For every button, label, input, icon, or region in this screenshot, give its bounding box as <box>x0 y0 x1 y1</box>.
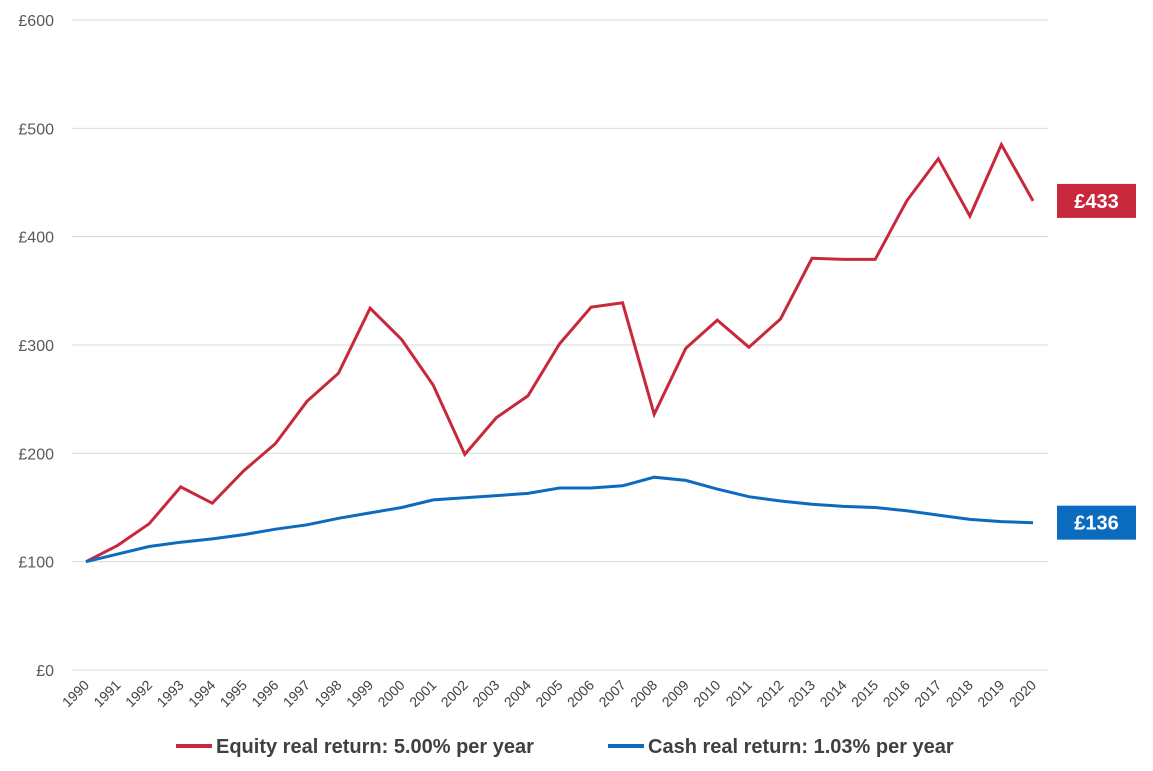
x-tick-label: 1999 <box>343 677 376 710</box>
x-tick-label: 1997 <box>280 677 313 710</box>
legend-label: Equity real return: 5.00% per year <box>216 736 534 758</box>
legend-item-1: Cash real return: 1.03% per year <box>608 736 954 758</box>
x-tick-label: 2007 <box>595 677 628 710</box>
x-tick-label: 1991 <box>90 677 123 710</box>
x-tick-label: 2012 <box>753 677 786 710</box>
x-tick-label: 1998 <box>311 677 344 710</box>
series-line-0 <box>85 141 1035 564</box>
x-tick-label: 2016 <box>880 677 913 710</box>
y-tick-label: £500 <box>18 121 54 138</box>
x-tick-label: 2003 <box>469 677 502 710</box>
x-tick-label: 1995 <box>217 677 250 710</box>
y-tick-label: £400 <box>18 230 54 247</box>
x-tick-label: 2002 <box>438 677 471 710</box>
x-tick-label: 2009 <box>659 677 692 710</box>
y-tick-label: £300 <box>18 338 54 355</box>
x-tick-label: 2005 <box>532 677 565 710</box>
x-tick-label: 2010 <box>690 677 723 710</box>
x-axis-ticks: 1990199119921993199419951996199719981999… <box>59 677 1039 710</box>
legend-item-0: Equity real return: 5.00% per year <box>176 736 534 758</box>
end-labels: £433 £136 <box>1057 183 1136 540</box>
x-tick-label: 1993 <box>153 677 186 710</box>
x-tick-label: 1996 <box>248 677 281 710</box>
y-tick-label: £600 <box>18 13 54 30</box>
series-lines <box>85 141 1035 564</box>
x-tick-label: 2017 <box>911 677 944 710</box>
x-tick-label: 2014 <box>816 677 849 710</box>
x-tick-label: 2015 <box>848 677 881 710</box>
x-tick-label: 1994 <box>185 677 218 710</box>
x-tick-label: 2001 <box>406 677 439 710</box>
x-tick-label: 2019 <box>974 677 1007 710</box>
x-tick-label: 1992 <box>122 677 155 710</box>
x-tick-label: 2000 <box>374 677 407 710</box>
y-tick-label: £0 <box>36 663 54 680</box>
x-tick-label: 2006 <box>564 677 597 710</box>
end-label-box <box>1057 183 1136 218</box>
y-tick-label: £100 <box>18 555 54 572</box>
legend-label: Cash real return: 1.03% per year <box>648 736 954 758</box>
x-tick-label: 2004 <box>501 677 534 710</box>
end-label-value: £136 <box>1074 513 1119 535</box>
end-label-0: £433 <box>1057 183 1136 218</box>
y-tick-label: £200 <box>18 446 54 463</box>
x-tick-label: 2020 <box>1006 677 1039 710</box>
legend: Equity real return: 5.00% per year Cash r… <box>176 736 954 758</box>
end-label-1: £136 <box>1057 505 1136 540</box>
x-tick-label: 2013 <box>785 677 818 710</box>
x-tick-label: 1990 <box>59 677 92 710</box>
end-label-box <box>1057 505 1136 540</box>
x-tick-label: 2011 <box>722 677 755 710</box>
x-tick-label: 2008 <box>627 677 660 710</box>
y-axis-ticks: £0 £100 £200 £300 £400 £500 £600 <box>18 13 54 680</box>
gridlines <box>72 19 1048 671</box>
end-label-value: £433 <box>1074 191 1119 213</box>
x-tick-label: 2018 <box>943 677 976 710</box>
series-line-1 <box>85 475 1034 564</box>
